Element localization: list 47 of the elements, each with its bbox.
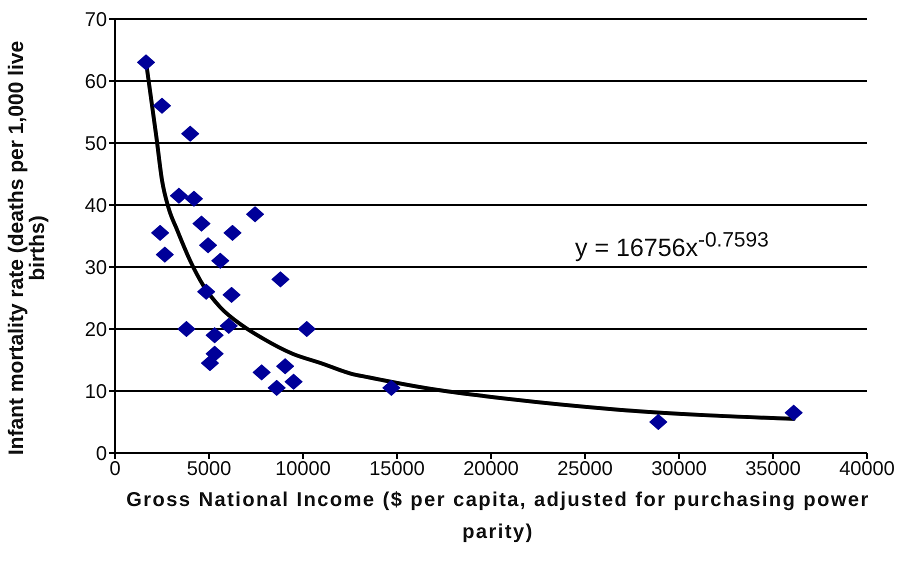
y-tick-label: 60 [84, 71, 107, 94]
point [224, 224, 242, 241]
y-tick-label: 40 [84, 195, 107, 218]
point [271, 271, 290, 288]
y-tick-label: 20 [84, 319, 107, 342]
point [153, 98, 171, 114]
y-tick-label: 10 [84, 381, 107, 404]
point [246, 206, 264, 222]
point [211, 252, 230, 269]
point [156, 246, 174, 263]
point [197, 284, 216, 300]
x-tick-label: 35000 [745, 458, 801, 480]
point [199, 237, 218, 254]
x-tick-label: 30000 [651, 458, 707, 480]
x-tick-label: 15000 [369, 458, 425, 480]
y-tick-label: 50 [84, 133, 107, 156]
point [170, 188, 188, 204]
y-tick-label: 30 [84, 257, 107, 280]
point [284, 374, 303, 390]
point [181, 126, 200, 142]
point [137, 54, 156, 70]
point [382, 380, 400, 396]
point [184, 190, 203, 207]
point [298, 321, 316, 337]
x-tick-label: 40000 [839, 458, 895, 480]
point [220, 318, 238, 334]
point [206, 327, 224, 344]
point [177, 321, 196, 337]
x-tick-label: 5000 [186, 458, 232, 480]
point [784, 404, 803, 421]
x-tick-label: 25000 [557, 458, 613, 480]
point [151, 224, 170, 241]
point [222, 286, 241, 303]
point [268, 380, 286, 396]
point [276, 358, 294, 374]
x-axis-title: Gross National Income ($ per capita, adjusted for purchasing power parity) [126, 489, 870, 543]
point [200, 355, 219, 372]
point [649, 414, 668, 430]
y-tick-label: 0 [96, 443, 107, 466]
point [192, 216, 210, 232]
annotation: y = 16756x$^{-0.7593}$ [575, 229, 769, 262]
x-tick-label: 20000 [463, 458, 519, 480]
x-tick-label: 0 [109, 458, 121, 480]
y-axis-title: Infant mortality rate (deaths per 1,000 live births) [5, 40, 49, 456]
x-tick-label: 10000 [275, 458, 331, 480]
y-tick-label: 70 [84, 9, 107, 32]
point [252, 364, 271, 380]
